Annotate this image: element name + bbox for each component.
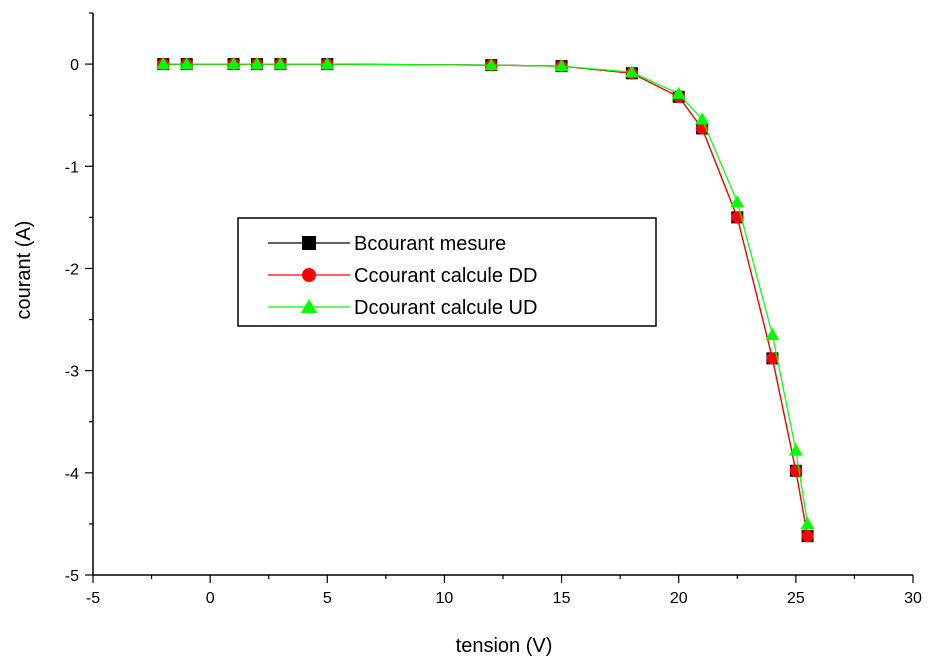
data-point (226, 57, 241, 70)
y-tick-label: -2 (65, 261, 79, 278)
data-point (695, 112, 710, 125)
data-point (250, 57, 264, 70)
legend-label: Bcourant mesure (354, 233, 506, 255)
y-axis-label: courant (A) (13, 221, 35, 320)
data-point (800, 517, 815, 530)
series-layer (156, 57, 815, 543)
x-tick-label: 15 (553, 590, 571, 607)
x-tick-label: 20 (670, 590, 688, 607)
data-point (788, 443, 803, 456)
data-point (302, 236, 316, 250)
data-point (671, 86, 686, 99)
data-point (302, 268, 316, 282)
y-tick-label: 0 (70, 57, 79, 74)
data-point (156, 57, 171, 70)
legend-item-2: Ccourant calcule DD (268, 265, 537, 287)
legend-label: Ccourant calcule DD (354, 265, 537, 287)
x-tick-label: 0 (206, 590, 215, 607)
data-point (273, 57, 288, 70)
data-point (730, 195, 745, 208)
x-tick-label: 5 (323, 590, 332, 607)
data-point (624, 65, 639, 78)
data-point (765, 327, 780, 341)
x-axis-label: tension (V) (456, 635, 553, 657)
x-tick-label: 30 (904, 590, 922, 607)
legend-label: Dcourant calcule UD (354, 297, 537, 319)
legend-item-1: Bcourant mesure (268, 233, 506, 255)
legend: Bcourant mesure Ccourant calcule DD Dcoura… (237, 217, 657, 327)
data-point (179, 57, 194, 70)
y-tick-label: -5 (65, 568, 79, 585)
y-tick-label: -3 (65, 364, 79, 381)
x-tick-label: 25 (787, 590, 805, 607)
x-tick-label: -5 (86, 590, 100, 607)
data-point (554, 59, 569, 72)
y-tick-label: -1 (65, 159, 79, 176)
data-point (320, 57, 335, 70)
data-point (801, 530, 814, 543)
series-3 (156, 57, 815, 530)
x-tick-label: 10 (436, 590, 454, 607)
data-point (766, 352, 779, 365)
axes: -5 0 5 10 15 20 25 30 -5 -4 -3 -2 -1 0 (65, 12, 922, 607)
data-point (300, 298, 318, 314)
legend-item-3: Dcourant calcule UD (268, 297, 537, 319)
y-tick-label: -4 (65, 466, 79, 483)
data-point (484, 58, 499, 71)
